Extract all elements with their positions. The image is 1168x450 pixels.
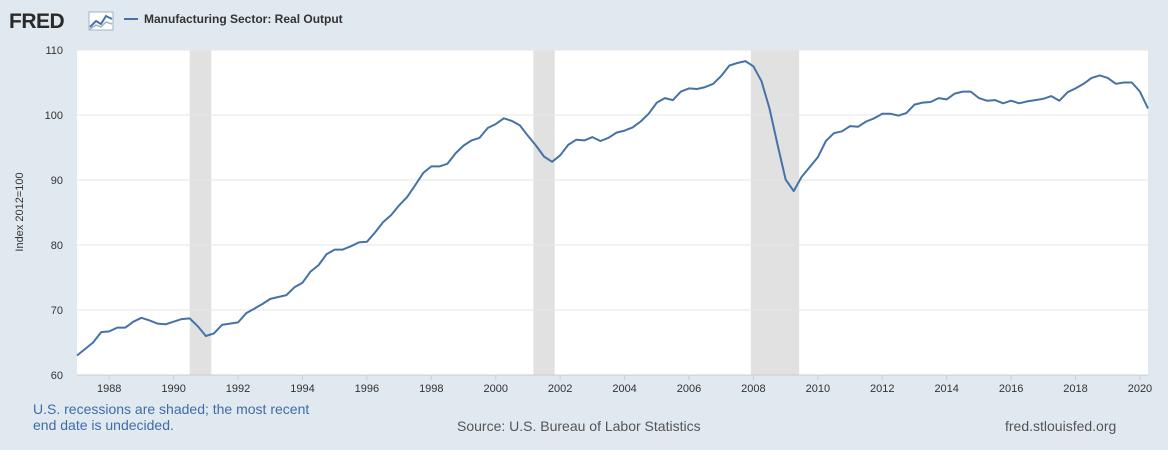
x-tick-label-1992: 1992 — [226, 383, 250, 395]
y-tick-label-80: 80 — [51, 240, 63, 252]
x-tick-label-2006: 2006 — [677, 383, 701, 395]
y-axis-tick-labels: 60 70 80 90 100 110 — [45, 45, 63, 382]
recession-bar-0 — [189, 50, 212, 375]
x-tick-label-2014: 2014 — [934, 383, 958, 395]
y-tick-label-90: 90 — [51, 175, 63, 187]
legend: Manufacturing Sector: Real Output — [124, 12, 343, 26]
recession-note: U.S. recessions are shaded; the most rec… — [33, 401, 323, 433]
recession-bar-1 — [533, 50, 555, 375]
recession-bar-2 — [750, 50, 800, 375]
x-tick-label-1990: 1990 — [161, 383, 185, 395]
x-axis-tick-labels: 1988 1990 1992 1994 1996 1998 2000 2002 2004 2006… — [77, 374, 1152, 395]
x-tick-label-2004: 2004 — [612, 383, 636, 395]
y-axis-label: Index 2012=100 — [14, 172, 26, 251]
x-tick-label-1998: 1998 — [419, 383, 443, 395]
fred-logo-text: FRED — [9, 10, 65, 33]
plot-background — [77, 50, 1148, 375]
recession-note-line2: end date is undecided. — [33, 417, 174, 433]
x-tick-label-1988: 1988 — [97, 383, 121, 395]
fred-logo-graph-icon — [88, 11, 114, 31]
source-credit: Source: U.S. Bureau of Labor Statistics — [457, 418, 701, 434]
gridlines — [77, 49, 1148, 311]
y-tick-label-110: 110 — [45, 45, 63, 57]
legend-series-title: Manufacturing Sector: Real Output — [144, 12, 343, 26]
recession-note-line1: U.S. recessions are shaded; the most rec… — [33, 401, 310, 417]
series-lines — [76, 60, 1149, 357]
site-link[interactable]: fred.stlouisfed.org — [1005, 418, 1117, 434]
y-tick-label-100: 100 — [45, 110, 63, 122]
x-tick-label-2020: 2020 — [1128, 383, 1152, 395]
series-line-0 — [76, 60, 1149, 357]
y-tick-label-70: 70 — [51, 305, 63, 317]
x-tick-label-2018: 2018 — [1063, 383, 1087, 395]
x-tick-label-1996: 1996 — [355, 383, 379, 395]
x-tick-label-1994: 1994 — [290, 383, 314, 395]
recession-shading — [189, 50, 800, 375]
y-tick-label-60: 60 — [51, 370, 63, 382]
x-tick-label-2010: 2010 — [806, 383, 830, 395]
x-tick-label-2008: 2008 — [741, 383, 765, 395]
fred-logo[interactable]: FRED — [9, 10, 114, 33]
x-tick-label-2002: 2002 — [548, 383, 572, 395]
x-tick-label-2016: 2016 — [999, 383, 1023, 395]
x-tick-label-2012: 2012 — [870, 383, 894, 395]
x-tick-label-2000: 2000 — [483, 383, 507, 395]
